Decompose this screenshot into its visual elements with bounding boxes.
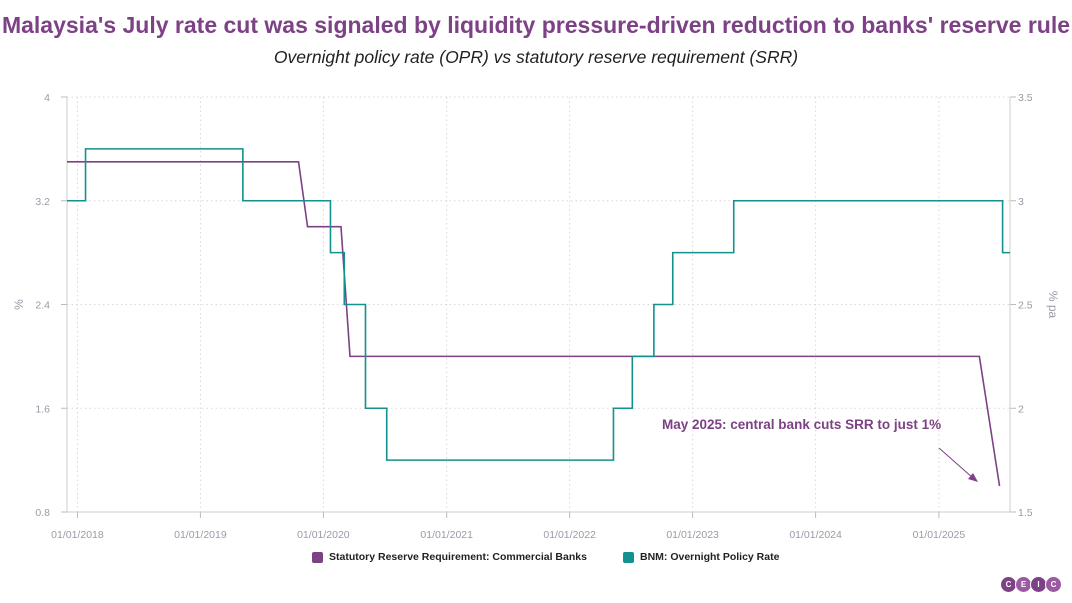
- chart-subtitle: Overnight policy rate (OPR) vs statutory…: [273, 47, 799, 67]
- y-tick-label-right: 1.5: [1018, 507, 1033, 519]
- y-axis-label-right: % pa: [1046, 291, 1060, 319]
- legend-item-srr: Statutory Reserve Requirement: Commercia…: [312, 551, 587, 563]
- x-tick-label: 01/01/2023: [666, 529, 719, 541]
- series-line-opr: [67, 148, 1010, 461]
- y-tick-label-left: 2.4: [35, 300, 50, 312]
- legend-label-srr: Statutory Reserve Requirement: Commercia…: [329, 551, 587, 563]
- x-tick-label: 01/01/2020: [297, 529, 350, 541]
- x-tick-label: 01/01/2024: [789, 529, 842, 541]
- series-lines: [67, 148, 1010, 487]
- logo-letter: C: [1045, 576, 1062, 593]
- annotation-arrow: [938, 447, 974, 479]
- y-tick-label-right: 2: [1018, 403, 1024, 415]
- y-tick-label-left: 3.2: [35, 196, 50, 208]
- y-tick-label-right: 2.5: [1018, 300, 1033, 312]
- grid: [67, 96, 1010, 513]
- x-tick-label: 01/01/2022: [543, 529, 596, 541]
- y-tick-label-left: 0.8: [35, 507, 50, 519]
- x-tick-label: 01/01/2021: [420, 529, 473, 541]
- legend-swatch-opr: [623, 551, 634, 563]
- y-axis-label-left: %: [12, 299, 26, 310]
- x-tick-label: 01/01/2019: [174, 529, 227, 541]
- annotations: May 2025: central bank cuts SRR to just …: [662, 417, 978, 482]
- x-tick-label: 01/01/2018: [51, 529, 104, 541]
- x-tick-label: 01/01/2025: [913, 529, 966, 541]
- legend-label-opr: BNM: Overnight Policy Rate: [640, 551, 780, 563]
- annotation-text: May 2025: central bank cuts SRR to just …: [662, 417, 941, 432]
- series-line-srr: [67, 161, 1001, 487]
- legend: Statutory Reserve Requirement: Commercia…: [0, 551, 1072, 567]
- y-tick-label-right: 3: [1018, 196, 1024, 208]
- y-tick-label-left: 4: [44, 92, 50, 104]
- y-tick-label-right: 3.5: [1018, 92, 1033, 104]
- y-tick-label-left: 1.6: [35, 403, 50, 415]
- chart-title: Malaysia's July rate cut was signaled by…: [1, 12, 1071, 38]
- legend-item-opr: BNM: Overnight Policy Rate: [623, 551, 779, 563]
- legend-swatch-srr: [312, 551, 323, 563]
- annotation-arrowhead: [968, 473, 978, 482]
- axes: 0.8 1.6 2.4 3.2 4 1.5 2 2.5 3 3.5 01/01/2018 01/01/…: [12, 92, 1060, 541]
